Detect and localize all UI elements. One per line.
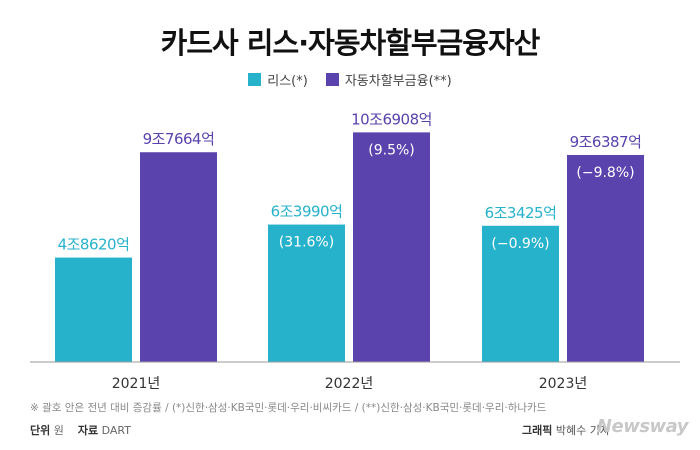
graphic-credit: 그래픽 박혜수 기자 [522, 422, 610, 438]
legend-swatch-auto-installment [325, 73, 339, 86]
legend-swatch-lease [248, 73, 262, 86]
footnote: ※ 괄호 안은 전년 대비 증감률 / (*)신한·삼성·KB국민·롯데·우리·… [30, 402, 547, 414]
change-label: (9.5%) [368, 142, 415, 158]
unit-value: 원 [53, 424, 64, 437]
chart-title: 카드사 리스·자동차할부금융자산 [160, 26, 541, 60]
unit-source-line: 단위 원 자료 DART [30, 422, 131, 438]
legend-item-lease: 리스(*) [248, 70, 308, 89]
x-tick-label: 2023년 [539, 376, 588, 392]
bar-lease-1 [268, 224, 345, 362]
unit-label: 단위 [30, 424, 51, 437]
x-tick-label: 2021년 [112, 376, 161, 392]
legend-label-lease: 리스(*) [267, 74, 308, 89]
bar-lease-0 [55, 257, 132, 362]
bar-auto-installment-0 [140, 152, 217, 362]
bar-chart: 4조8620억 9조7664억 2021년 6조3990억 (31.6%) 10조6908… [30, 110, 680, 392]
bar-lease-2 [482, 225, 559, 362]
data-label: 10조6908억 [351, 110, 432, 128]
x-tick-label: 2022년 [325, 376, 374, 392]
legend-item-auto-installment: 자동차할부금융(**) [325, 70, 452, 89]
data-label: 6조3990억 [271, 203, 343, 221]
data-label: 9조7664억 [143, 130, 215, 148]
change-label: (31.6%) [279, 235, 334, 251]
bar-auto-installment-2 [567, 154, 644, 362]
source-value: DART [101, 424, 131, 437]
source-label: 자료 [77, 424, 99, 437]
credit-value: 박혜수 기자 [555, 424, 610, 437]
legend: 리스(*) 자동차할부금융(**) [0, 70, 700, 89]
data-label: 6조3425억 [485, 204, 557, 222]
data-label: 4조8620억 [58, 236, 130, 254]
legend-label-auto-installment: 자동차할부금융(**) [344, 74, 452, 89]
bar-auto-installment-1 [353, 132, 430, 362]
credit-label: 그래픽 [522, 424, 553, 437]
change-label: (−0.9%) [491, 236, 549, 252]
change-label: (−9.8%) [576, 165, 634, 181]
data-label: 9조6387억 [570, 133, 642, 151]
newsway-logo: Newsway [596, 416, 689, 437]
